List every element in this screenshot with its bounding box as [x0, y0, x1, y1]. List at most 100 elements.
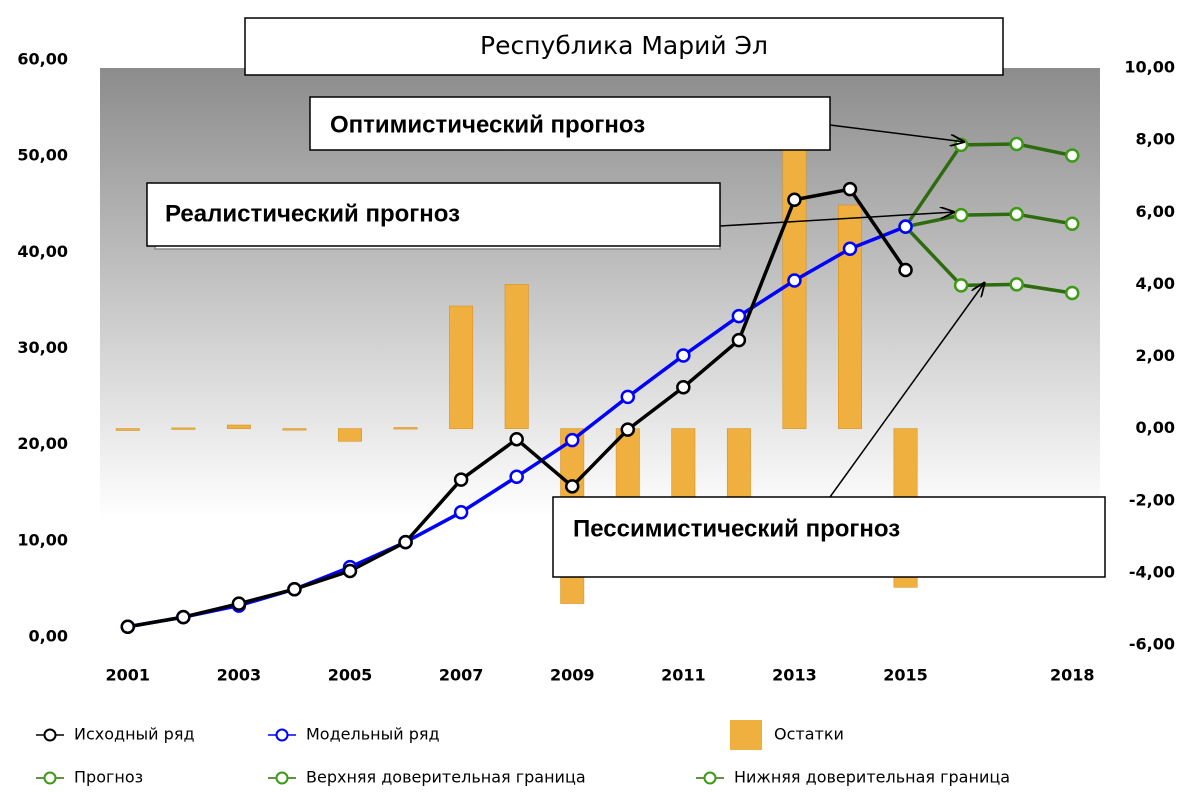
arrow — [829, 124, 965, 142]
point — [453, 505, 469, 520]
point — [398, 534, 413, 550]
point — [953, 207, 969, 223]
arrow — [719, 212, 955, 227]
x-tick-label: 2011 — [661, 666, 706, 685]
annotation: Пессимистический прогноз — [573, 515, 900, 542]
point — [953, 278, 969, 293]
y2-tick-label: 10,00 — [1124, 58, 1175, 77]
point — [1009, 277, 1024, 292]
point — [787, 192, 802, 207]
annotation: Оптимистический прогноз — [330, 111, 645, 138]
y2-tick-label: -4,00 — [1129, 562, 1175, 581]
bar — [504, 284, 529, 429]
bar — [282, 428, 307, 431]
point — [509, 469, 524, 484]
annotation: Реалистический прогноз — [165, 200, 460, 227]
bar — [338, 428, 362, 442]
point — [176, 609, 191, 625]
legend-item: Модельный ряд — [268, 725, 440, 744]
annotation-box — [146, 182, 721, 247]
legend-label: Прогноз — [74, 768, 143, 787]
annotation-box — [552, 496, 1106, 578]
series-line — [904, 142, 1073, 228]
point — [453, 472, 469, 487]
legend-item: Остатки — [730, 720, 844, 750]
bar — [449, 305, 474, 429]
bar — [226, 424, 251, 429]
annotation-box — [309, 96, 831, 151]
point — [342, 563, 358, 579]
y-tick-label: 10,00 — [17, 530, 68, 549]
plot: 0,00 10,00 20,00 30,00 40,00 50,00 60,00 -6,00 -… — [17, 50, 1175, 685]
arrows — [719, 124, 985, 498]
title-box — [244, 17, 1004, 76]
y2-tick-label: 0,00 — [1136, 418, 1175, 437]
y2-tick-label: -2,00 — [1129, 490, 1175, 509]
x-tick-label: 2007 — [439, 666, 484, 685]
arrow — [829, 282, 985, 498]
legend-swatch-marker — [275, 771, 289, 785]
point — [1064, 148, 1080, 163]
y-tick-label: 20,00 — [17, 434, 68, 453]
point — [120, 619, 136, 634]
legend-label: Верхняя доверительная граница — [306, 768, 586, 787]
bar — [838, 204, 862, 429]
x-tick-label: 2001 — [106, 666, 151, 685]
x-tick-label: 2015 — [883, 666, 928, 685]
point — [676, 348, 691, 363]
point — [287, 581, 302, 597]
bar — [115, 428, 140, 431]
point — [620, 389, 636, 405]
y-tick-label: 30,00 — [17, 338, 68, 357]
y2-tick-label: -6,00 — [1129, 635, 1175, 654]
legend-swatch — [730, 720, 762, 750]
x-tick-label: 2018 — [1050, 666, 1095, 685]
point — [731, 332, 747, 348]
y-tick-label: 60,00 — [17, 50, 68, 69]
point — [509, 431, 524, 447]
legend-item: Прогноз — [36, 768, 143, 787]
legend-label: Нижняя доверительная граница — [734, 768, 1010, 787]
legend-swatch-marker — [703, 771, 717, 785]
legend-label: Исходный ряд — [74, 725, 195, 744]
x-tick-label: 2005 — [328, 666, 373, 685]
y2-tick-label: 8,00 — [1136, 130, 1175, 149]
point — [842, 241, 858, 257]
x-tick-label: 2013 — [772, 666, 817, 685]
point — [231, 596, 247, 611]
point — [1064, 216, 1080, 232]
series-line — [904, 225, 1073, 295]
point — [620, 422, 636, 437]
x-tick-label: 2003 — [217, 666, 262, 685]
point — [731, 308, 747, 324]
y-tick-label: 50,00 — [17, 146, 68, 165]
bar — [393, 427, 418, 430]
point — [564, 479, 580, 494]
point — [787, 273, 802, 288]
series-line — [905, 212, 1073, 229]
point — [564, 432, 580, 448]
legend-label: Остатки — [774, 725, 844, 744]
y-tick-label: 0,00 — [29, 627, 68, 646]
point — [842, 181, 858, 197]
y2-tick-label: 6,00 — [1136, 202, 1175, 221]
y2-tick-label: 2,00 — [1136, 346, 1175, 365]
point — [1064, 285, 1080, 301]
point — [898, 219, 913, 234]
point — [1009, 206, 1024, 222]
legend-label: Модельный ряд — [306, 725, 440, 744]
legend-swatch-marker — [43, 771, 57, 785]
legend-item: Исходный ряд — [36, 725, 195, 744]
point — [1009, 136, 1024, 152]
y2-tick-label: 4,00 — [1136, 274, 1175, 293]
point — [676, 380, 691, 395]
x-tick-label: 2009 — [550, 666, 595, 685]
legend-item: Нижняя доверительная граница — [696, 768, 1010, 787]
legend-swatch-marker — [43, 728, 57, 742]
legend-swatch-marker — [275, 728, 289, 742]
chart-title: Республика Марий Эл — [480, 31, 768, 60]
y-tick-label: 40,00 — [17, 242, 68, 261]
point — [898, 262, 913, 278]
legend-item: Верхняя доверительная граница — [268, 768, 586, 787]
